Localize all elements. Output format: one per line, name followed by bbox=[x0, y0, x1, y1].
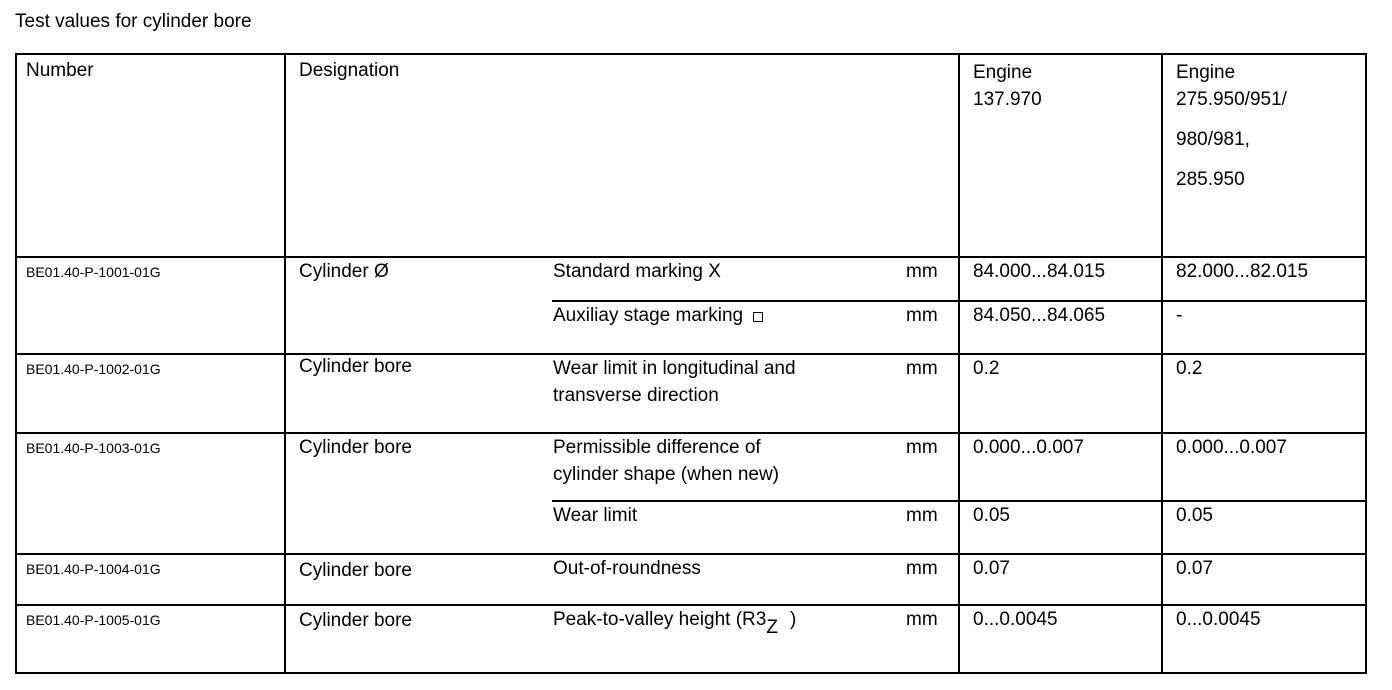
column-divider bbox=[284, 53, 286, 672]
table-border bbox=[1365, 53, 1367, 672]
header-engine-2: 980/981, bbox=[1176, 129, 1250, 150]
engine-2-value: 0.05 bbox=[1176, 505, 1213, 526]
row-description: Peak-to-valley height (R3Z) bbox=[553, 606, 796, 641]
sub-row-divider bbox=[552, 300, 1367, 302]
row-divider bbox=[15, 604, 1367, 606]
engine-1-value: 0.05 bbox=[973, 505, 1010, 526]
table-border bbox=[15, 53, 17, 672]
header-engine-2: 275.950/951/ bbox=[1176, 89, 1287, 110]
unit: mm bbox=[906, 437, 938, 458]
row-description: Standard marking X bbox=[553, 261, 721, 282]
row-number: BE01.40-P-1003-01G bbox=[26, 440, 161, 456]
row-description: Out-of-roundness bbox=[553, 558, 701, 579]
row-designation: Cylinder Ø bbox=[299, 261, 389, 282]
header-designation: Designation bbox=[299, 60, 400, 81]
header-engine-1: 137.970 bbox=[973, 89, 1042, 110]
square-marking-icon bbox=[753, 312, 764, 322]
column-divider bbox=[958, 53, 960, 672]
row-divider bbox=[15, 353, 1367, 355]
header-engine-2: Engine bbox=[1176, 62, 1236, 83]
unit: mm bbox=[906, 609, 938, 630]
row-description: transverse direction bbox=[553, 385, 719, 406]
page-title: Test values for cylinder bore bbox=[15, 11, 252, 32]
engine-1-value: 84.050...84.065 bbox=[973, 305, 1106, 326]
row-number: BE01.40-P-1001-01G bbox=[26, 264, 161, 280]
row-number: BE01.40-P-1004-01G bbox=[26, 561, 161, 577]
engine-1-value: 0.000...0.007 bbox=[973, 437, 1084, 458]
row-description: Wear limit bbox=[553, 505, 638, 526]
description-text: Auxiliay stage marking bbox=[553, 305, 744, 326]
unit: mm bbox=[906, 505, 938, 526]
table-border bbox=[15, 53, 1367, 55]
row-description: Auxiliay stage marking bbox=[553, 302, 764, 329]
row-divider bbox=[15, 553, 1367, 555]
header-engine-1: Engine bbox=[973, 62, 1033, 83]
unit: mm bbox=[906, 261, 938, 282]
unit: mm bbox=[906, 358, 938, 379]
engine-2-value: 82.000...82.015 bbox=[1176, 261, 1309, 282]
table-border bbox=[15, 672, 1367, 674]
subscript: Z bbox=[766, 617, 778, 638]
engine-2-value: 0.000...0.007 bbox=[1176, 437, 1287, 458]
row-description: cylinder shape (when new) bbox=[553, 464, 780, 485]
row-divider bbox=[15, 432, 1367, 434]
engine-1-value: 0.07 bbox=[973, 558, 1010, 579]
engine-1-value: 0...0.0045 bbox=[973, 609, 1058, 630]
description-text: Peak-to-valley height (R3 bbox=[553, 609, 767, 630]
description-end: ) bbox=[789, 609, 797, 630]
sub-row-divider bbox=[552, 500, 1367, 502]
engine-1-value: 84.000...84.015 bbox=[973, 261, 1106, 282]
engine-1-value: 0.2 bbox=[973, 358, 1000, 379]
row-designation: Cylinder bore bbox=[299, 356, 412, 377]
row-number: BE01.40-P-1005-01G bbox=[26, 612, 161, 628]
engine-2-value: 0...0.0045 bbox=[1176, 609, 1261, 630]
engine-2-value: 0.07 bbox=[1176, 558, 1213, 579]
row-number: BE01.40-P-1002-01G bbox=[26, 361, 161, 377]
row-designation: Cylinder bore bbox=[299, 560, 412, 581]
column-divider bbox=[1161, 53, 1163, 672]
unit: mm bbox=[906, 558, 938, 579]
row-designation: Cylinder bore bbox=[299, 437, 412, 458]
header-number: Number bbox=[26, 60, 94, 81]
unit: mm bbox=[906, 305, 938, 326]
engine-2-value: - bbox=[1176, 305, 1183, 326]
engine-2-value: 0.2 bbox=[1176, 358, 1203, 379]
row-description: Permissible difference of bbox=[553, 437, 761, 458]
header-engine-2: 285.950 bbox=[1176, 169, 1245, 190]
row-divider bbox=[15, 256, 1367, 258]
row-description: Wear limit in longitudinal and bbox=[553, 358, 796, 379]
row-designation: Cylinder bore bbox=[299, 610, 412, 631]
